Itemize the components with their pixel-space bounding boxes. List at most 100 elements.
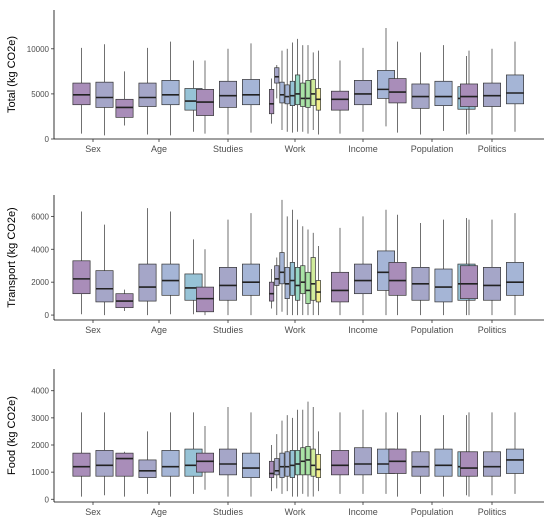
box-iqr [289, 262, 295, 296]
y-tick-label: 0 [45, 495, 50, 504]
x-category-label: Studies [213, 144, 244, 154]
box-age-2 [138, 431, 157, 494]
box-politics-1 [460, 412, 478, 497]
box-sex-2 [95, 44, 114, 136]
box-studies-1 [196, 60, 214, 134]
box-iqr [72, 260, 91, 295]
box-iqr [300, 82, 306, 107]
x-category-label: Population [411, 144, 454, 154]
box-work-1 [269, 269, 275, 309]
x-category-label: Income [348, 507, 378, 517]
box-iqr [305, 271, 311, 304]
box-iqr [115, 452, 134, 477]
box-work-10 [315, 50, 321, 135]
box-iqr [315, 280, 321, 303]
box-iqr [354, 80, 372, 106]
x-category-label: Income [348, 325, 378, 335]
box-iqr [284, 84, 290, 105]
box-iqr [388, 262, 407, 296]
box-politics-2 [483, 48, 501, 135]
box-iqr [483, 451, 501, 477]
box-studies-2 [219, 48, 237, 135]
box-work-3 [279, 420, 285, 494]
box-work-5 [289, 42, 295, 133]
box-iqr [460, 265, 478, 299]
x-category-label: Sex [85, 325, 101, 335]
box-iqr [274, 265, 280, 286]
box-work-2 [274, 434, 280, 489]
x-category-label: Studies [213, 507, 244, 517]
box-work-4 [284, 415, 290, 492]
box-sex-1 [72, 47, 91, 134]
box-iqr [274, 458, 280, 476]
box-iqr [279, 252, 285, 285]
box-studies-2 [219, 407, 237, 497]
y-tick-label: 0 [45, 311, 50, 320]
box-age-1 [115, 289, 134, 311]
y-tick-label: 4000 [31, 387, 49, 396]
y-tick-label: 2000 [31, 441, 49, 450]
box-population-2 [411, 415, 430, 494]
box-iqr [295, 74, 301, 106]
box-work-4 [284, 216, 290, 316]
box-population-2 [411, 222, 430, 316]
box-population-3 [434, 45, 453, 131]
x-category-label: Work [285, 325, 306, 335]
box-iqr [269, 281, 275, 302]
box-iqr [310, 448, 316, 477]
box-work-3 [279, 50, 285, 130]
box-iqr [483, 267, 501, 301]
box-population-1 [388, 214, 407, 316]
box-income-2 [354, 409, 372, 494]
box-politics-2 [483, 219, 501, 316]
y-tick-label: 6000 [31, 212, 49, 221]
box-iqr [138, 82, 157, 107]
box-iqr [95, 81, 114, 108]
box-work-10 [315, 431, 321, 492]
box-iqr [331, 450, 349, 476]
box-age-2 [138, 208, 157, 316]
box-iqr [289, 80, 295, 106]
box-iqr [411, 451, 430, 477]
box-iqr [460, 451, 478, 477]
box-age-1 [115, 71, 134, 126]
box-work-9 [310, 52, 316, 130]
x-category-label: Sex [85, 507, 101, 517]
box-work-8 [305, 229, 311, 316]
box-politics-3 [506, 213, 524, 316]
box-work-9 [310, 232, 316, 316]
y-axis-title: Total (kg CO2e) [6, 36, 18, 113]
box-iqr [72, 452, 91, 477]
box-work-2 [274, 65, 280, 99]
box-iqr [242, 263, 260, 296]
box-work-7 [300, 409, 306, 494]
box-iqr [388, 78, 407, 104]
box-iqr [434, 80, 453, 106]
box-work-8 [305, 45, 311, 134]
box-iqr [284, 451, 290, 477]
y-axis-title: Food (kg CO2e) [6, 396, 18, 475]
y-tick-label: 0 [45, 135, 50, 144]
box-iqr [434, 448, 453, 477]
y-tick-label: 10000 [27, 45, 50, 54]
box-iqr [331, 90, 349, 111]
box-income-1 [331, 60, 349, 134]
box-work-5 [289, 417, 295, 497]
box-iqr [310, 79, 316, 106]
box-work-7 [300, 226, 306, 316]
box-age-1 [115, 451, 134, 497]
box-population-2 [411, 52, 430, 135]
box-politics-3 [506, 41, 524, 132]
box-iqr [196, 452, 214, 473]
chart-panel-3: 0 1000 2000 3000 4000 Food (kg CO2e) Sex Age Stu… [6, 369, 544, 517]
box-work-1 [269, 445, 275, 492]
x-category-label: Population [411, 325, 454, 335]
box-studies-3 [242, 412, 260, 497]
box-iqr [219, 448, 237, 476]
box-iqr [295, 267, 301, 301]
x-category-label: Age [151, 144, 167, 154]
box-iqr [279, 452, 285, 478]
box-iqr [331, 271, 349, 303]
x-category-label: Studies [213, 325, 244, 335]
box-iqr [354, 263, 372, 295]
